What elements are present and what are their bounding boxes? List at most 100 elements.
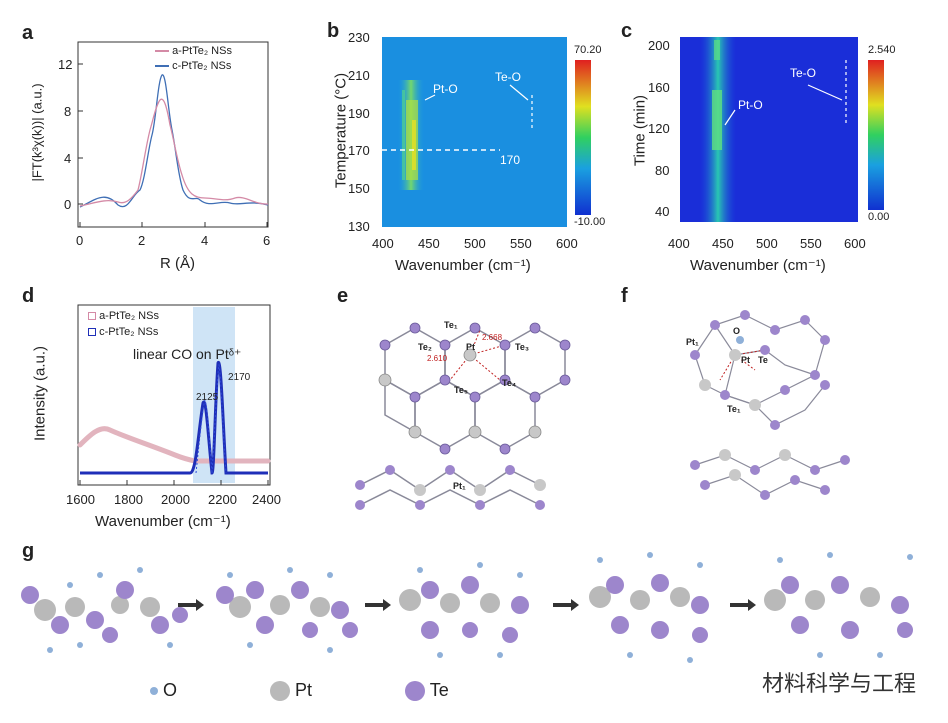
panel-f-label-o: O: [733, 326, 741, 336]
panel-e-bond-2: 2.610: [427, 354, 448, 363]
panel-c-ytick-2: 120: [648, 121, 670, 136]
panel-e-label-te2: Te₂: [418, 342, 432, 352]
panel-b-xtick-4: 600: [556, 236, 578, 251]
panel-e-bond-1: 2.668: [482, 333, 503, 342]
panel-c-heatmap: [680, 37, 884, 222]
panel-c-cbar-min: 0.00: [868, 211, 890, 223]
panel-letter-g: g: [22, 540, 35, 562]
panel-b-teo-label: Te-O: [495, 70, 522, 84]
panel-g-arrows: [178, 599, 756, 611]
panel-c-xtick-3: 550: [800, 236, 822, 251]
panel-g-frame-1: [21, 567, 188, 653]
panel-a-ytick-2: 8: [64, 104, 72, 119]
panel-b-colorbar: [575, 60, 591, 215]
key-o-swatch: [150, 687, 158, 696]
panel-a-exafs-plot: [77, 41, 269, 228]
panel-f-label-te1: Te₁: [727, 404, 741, 414]
panel-c-cbar-max: 2.540: [868, 44, 896, 56]
panel-c-xtick-2: 500: [756, 236, 778, 251]
key-pt-label: Pt: [295, 680, 313, 700]
series-a-ptte2-curve: [79, 98, 269, 207]
panel-a-xtick-0: 0: [76, 233, 84, 248]
panel-b-xlabel: Wavenumber (cm⁻¹): [395, 257, 531, 274]
panel-b-xtick-1: 450: [418, 236, 440, 251]
panel-g-frame-5: [764, 552, 913, 658]
panel-a-ytick-3: 12: [58, 57, 73, 72]
panel-d-legend-c: c-PtTe₂ NSs: [88, 326, 158, 338]
panel-a-xtick-3: 6: [263, 233, 271, 248]
panel-letter-e: e: [337, 285, 349, 307]
panel-e-label-pt1: Pt₁: [453, 481, 466, 491]
panel-c-colorbar: [868, 60, 884, 210]
panel-g-frame-4: [589, 552, 709, 663]
panel-d-xlabel: Wavenumber (cm⁻¹): [95, 513, 231, 530]
panel-letter-c: c: [621, 20, 633, 42]
key-te-label: Te: [429, 680, 449, 700]
panel-g-frame-2: [216, 567, 358, 653]
panel-b-xtick-2: 500: [464, 236, 486, 251]
panel-d-xtick-3: 2200: [208, 492, 237, 507]
panel-a-legend-a-label: a-PtTe₂ NSs: [172, 45, 232, 57]
panel-letter-d: d: [22, 285, 35, 307]
panel-b-ytick-2: 190: [348, 106, 370, 121]
panel-e-label-pt: Pt: [466, 342, 475, 352]
key-o-label: O: [163, 680, 178, 700]
panel-a-xtick-2: 4: [201, 233, 209, 248]
panel-b-ytick-1: 210: [348, 68, 370, 83]
panel-b-pto-label: Pt-O: [433, 82, 458, 96]
panel-e-label-te4: Te₄: [502, 378, 517, 388]
panel-b-ytick-4: 150: [348, 181, 370, 196]
panel-d-annotation: linear CO on Ptᵟ⁺: [133, 346, 242, 362]
panel-d-legend-a-label: a-PtTe₂ NSs: [99, 310, 159, 322]
legend-swatch-a: [155, 50, 169, 53]
series-c-ptte2-curve: [79, 74, 269, 208]
panel-d-peak1: 2125: [196, 392, 219, 403]
legend-swatch-a: [88, 312, 96, 321]
panel-letter-f: f: [621, 285, 628, 307]
panel-d-ylabel: Intensity (a.u.): [31, 345, 49, 442]
key-te: Te: [405, 680, 449, 702]
series-a-ptte2-ir: [77, 426, 271, 464]
panel-f-label-te: Te: [758, 355, 768, 365]
panel-b-dashed-label: 170: [500, 153, 521, 167]
key-pt: Pt: [270, 680, 313, 702]
panel-c-ytick-3: 80: [655, 163, 670, 178]
panel-c-ytick-1: 160: [648, 80, 670, 95]
panel-d-peak2: 2170: [228, 372, 251, 383]
panel-b-ytick-3: 170: [348, 143, 370, 158]
panel-c-ylabel: Time (min): [631, 94, 649, 167]
panel-a-legend-a: a-PtTe₂ NSs: [155, 45, 232, 57]
panel-b-xtick-3: 550: [510, 236, 532, 251]
panel-a-ytick-0: 0: [64, 197, 72, 212]
panel-letter-b: b: [327, 20, 340, 42]
key-te-swatch: [405, 681, 425, 702]
panel-g-sequence: [21, 552, 913, 663]
panel-d-legend-a: a-PtTe₂ NSs: [88, 310, 159, 322]
panel-b-heatmap: [382, 37, 591, 227]
panel-a-xtick-1: 2: [138, 233, 146, 248]
panel-letter-a: a: [22, 22, 34, 44]
panel-g-frame-3: [399, 562, 529, 658]
legend-swatch-c: [88, 328, 96, 337]
panel-b-cbar-max: 70.20: [574, 44, 602, 56]
panel-a-ytick-1: 4: [64, 151, 72, 166]
panel-f-label-pt1: Pt₁: [686, 337, 699, 347]
panel-b-cbar-min: -10.00: [574, 216, 606, 228]
panel-e-structure: [355, 322, 571, 510]
panel-d-xtick-0: 1600: [66, 492, 95, 507]
watermark-text: 材料科学与工程: [761, 672, 916, 697]
legend-swatch-c: [155, 65, 169, 68]
panel-c-xtick-0: 400: [668, 236, 690, 251]
panel-f-label-pt: Pt: [741, 355, 750, 365]
panel-c-xtick-1: 450: [712, 236, 734, 251]
panel-c-ytick-0: 200: [648, 38, 670, 53]
panel-d-xtick-4: 2400: [252, 492, 281, 507]
panel-c-teo-label: Te-O: [790, 66, 817, 80]
panel-c-xlabel: Wavenumber (cm⁻¹): [690, 257, 826, 274]
panel-e-label-te3: Te₃: [515, 342, 529, 352]
panel-c-pto-label: Pt-O: [738, 98, 763, 112]
panel-e-label-te1: Te₁: [444, 320, 458, 330]
panel-e-label-te5: Te₅: [454, 385, 468, 395]
panel-b-ytick-5: 130: [348, 219, 370, 234]
panel-a-legend-c: c-PtTe₂ NSs: [155, 60, 231, 72]
